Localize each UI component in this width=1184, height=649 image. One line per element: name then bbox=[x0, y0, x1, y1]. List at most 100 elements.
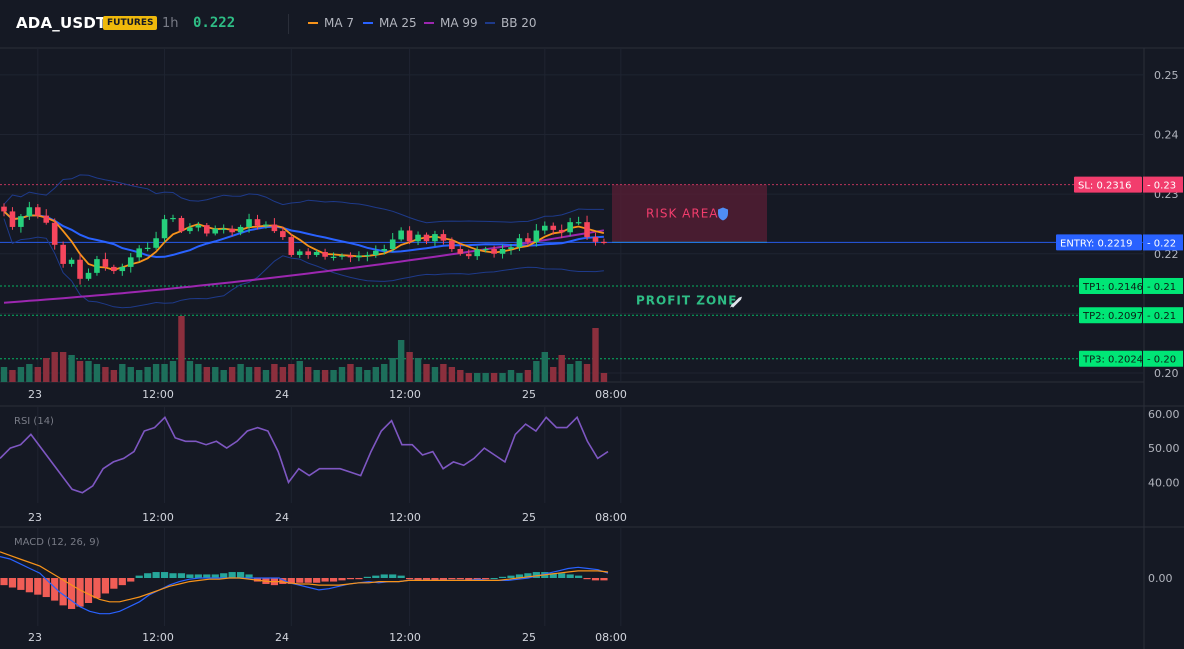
candle-body bbox=[280, 231, 286, 238]
macd-histogram-bar bbox=[515, 574, 524, 578]
macd-histogram-bar bbox=[135, 575, 143, 578]
macd-histogram-bar bbox=[68, 578, 76, 609]
volume-bar bbox=[482, 373, 489, 382]
legend-label-ma7: MA 7 bbox=[324, 16, 355, 30]
last-price: 0.222 bbox=[193, 15, 236, 31]
price-y-tick: 0.24 bbox=[1154, 128, 1179, 141]
level-price-text: - 0.21 bbox=[1147, 311, 1176, 322]
macd-histogram-bar bbox=[59, 578, 67, 606]
volume-bar bbox=[85, 361, 92, 382]
candle-body bbox=[558, 229, 565, 233]
macd-histogram-bar bbox=[600, 578, 608, 581]
timeframe-selector[interactable]: 1h bbox=[162, 16, 179, 31]
volume-bar bbox=[195, 364, 202, 382]
volume-bar bbox=[414, 358, 422, 382]
macd-histogram-bar bbox=[228, 572, 236, 578]
candle-body bbox=[322, 251, 328, 257]
chart-header: ADA_USDT FUTURES 1h 0.222 MA 7 MA 25 MA … bbox=[0, 0, 1184, 48]
level-price-text: - 0.22 bbox=[1147, 238, 1176, 249]
volume-bar bbox=[566, 364, 574, 382]
candle-body bbox=[406, 230, 413, 242]
candle-body bbox=[440, 234, 447, 241]
candle-body bbox=[449, 240, 455, 249]
candle-body bbox=[170, 217, 176, 220]
rsi-y-tick: 50.00 bbox=[1148, 442, 1180, 455]
level-tag bbox=[1079, 307, 1142, 324]
volume-bar bbox=[110, 370, 118, 382]
level-price-text: - 0.23 bbox=[1147, 181, 1176, 192]
volume-bar bbox=[364, 370, 371, 382]
level-price-text: - 0.20 bbox=[1147, 355, 1176, 366]
volume-bar bbox=[431, 367, 439, 382]
macd-histogram-bar bbox=[220, 573, 228, 578]
volume-bar bbox=[321, 370, 329, 382]
macd-signal-line bbox=[0, 551, 609, 603]
legend-ma25[interactable]: MA 25 bbox=[363, 16, 417, 30]
macd-histogram-bar bbox=[448, 578, 456, 580]
x-axis-tick: 24 bbox=[275, 631, 289, 644]
volume-bar bbox=[203, 367, 210, 382]
ma25-line bbox=[3, 210, 604, 259]
volume-bar bbox=[474, 373, 481, 382]
price-y-tick: 0.25 bbox=[1154, 69, 1179, 82]
macd-histogram-bar bbox=[144, 573, 152, 578]
volume-bar bbox=[254, 367, 261, 382]
macd-y-tick: 0.00 bbox=[1148, 572, 1173, 585]
volume-bar bbox=[59, 352, 67, 382]
volume-bar bbox=[178, 316, 185, 382]
level-price-tag bbox=[1143, 350, 1183, 367]
macd-histogram-bar bbox=[93, 578, 101, 599]
macd-histogram-bar bbox=[507, 575, 515, 578]
legend-ma7[interactable]: MA 7 bbox=[308, 16, 354, 30]
macd-histogram-bar bbox=[211, 574, 219, 578]
volume-bar bbox=[26, 364, 33, 382]
macd-histogram-bar bbox=[110, 578, 118, 589]
axes: 60.0050.0040.000.000.250.240.230.220.210… bbox=[28, 69, 1180, 644]
volume-bar bbox=[169, 361, 177, 382]
macd-histogram-bar bbox=[465, 578, 473, 581]
x-axis-tick: 12:00 bbox=[142, 631, 174, 644]
level-tag bbox=[1079, 277, 1142, 294]
candle-body bbox=[567, 222, 573, 233]
legend-ma99[interactable]: MA 99 bbox=[424, 16, 478, 30]
candle-body bbox=[136, 248, 142, 258]
symbol-name[interactable]: ADA_USDT bbox=[16, 14, 107, 32]
candle-body bbox=[465, 253, 472, 257]
legend-bb20[interactable]: BB 20 bbox=[485, 16, 537, 30]
ma7-swatch bbox=[308, 22, 318, 24]
candle-body bbox=[432, 234, 438, 242]
volume-bar bbox=[296, 361, 303, 382]
macd-histogram-bar bbox=[169, 573, 177, 578]
candle-body bbox=[18, 216, 24, 227]
level-lines bbox=[0, 184, 1144, 360]
candle-body bbox=[127, 257, 134, 267]
risk-area-label: RISK AREA bbox=[646, 207, 719, 221]
volume-bar bbox=[279, 367, 287, 382]
x-axis-tick: 12:00 bbox=[389, 631, 421, 644]
candle-body bbox=[85, 272, 92, 279]
macd-histogram-bar bbox=[532, 572, 540, 578]
volume-bar bbox=[305, 367, 312, 382]
macd-histogram-bar bbox=[498, 576, 507, 578]
moving-averages bbox=[3, 210, 605, 304]
x-axis-tick: 25 bbox=[522, 631, 536, 644]
macd-histogram-bar bbox=[558, 573, 566, 578]
candle-body bbox=[220, 228, 227, 230]
level-price-tag bbox=[1143, 277, 1183, 294]
volume-bar bbox=[600, 373, 608, 382]
volume-bar bbox=[516, 373, 523, 382]
candle-body bbox=[550, 225, 557, 230]
x-axis-tick: 08:00 bbox=[595, 631, 627, 644]
macd-histogram-bar bbox=[186, 574, 194, 578]
macd-histogram-bar bbox=[372, 575, 380, 578]
macd-histogram-bar bbox=[363, 576, 371, 578]
volume-bar bbox=[465, 373, 472, 382]
level-tag-text: SL: 0.2316 bbox=[1078, 181, 1131, 192]
futures-badge: FUTURES bbox=[103, 16, 158, 30]
x-axis-tick: 24 bbox=[275, 388, 289, 401]
candle-body bbox=[339, 255, 345, 257]
level-tag-text: ENTRY: 0.2219 bbox=[1060, 238, 1133, 249]
candle-body bbox=[178, 217, 185, 232]
header-divider bbox=[288, 14, 289, 34]
